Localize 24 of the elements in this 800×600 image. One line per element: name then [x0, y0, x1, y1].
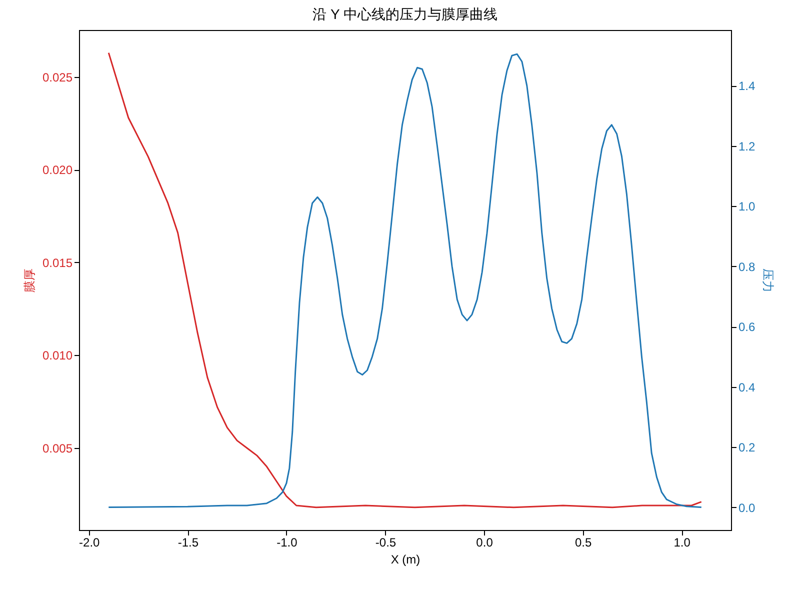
x-tick-label: -0.5: [375, 536, 396, 550]
x-tick-label: 1.0: [674, 536, 691, 550]
y-tick-label: 0.005: [42, 441, 73, 456]
chart-title: 沿 Y 中心线的压力与膜厚曲线: [312, 6, 498, 22]
y2-tick-label: 0.2: [738, 440, 756, 455]
y2-tick-label: 0.4: [738, 380, 756, 394]
y2-tick-label: 0.8: [738, 260, 756, 274]
y-tick-label: 0.015: [42, 256, 73, 270]
x-tick-label: 0.5: [574, 536, 592, 550]
x-tick-label: 0.0: [476, 536, 494, 550]
x-tick-label: -1.0: [276, 536, 298, 550]
y2-tick-label: 1.4: [738, 79, 756, 94]
y-tick-label: 0.025: [42, 70, 73, 84]
x-tick-label: -2.0: [79, 536, 100, 550]
y2-axis-title: 压力: [761, 268, 776, 292]
y2-tick-label: 1.2: [738, 139, 756, 154]
y-axis-title: 膜厚: [22, 268, 36, 292]
x-tick-label: -1.5: [178, 536, 199, 550]
y-tick-label: 0.020: [42, 163, 73, 178]
y2-tick-label: 0.0: [738, 500, 756, 515]
y-tick-label: 0.010: [42, 348, 73, 363]
x-axis-title: X (m): [390, 552, 420, 566]
y2-tick-label: 0.6: [738, 320, 756, 334]
y2-tick-label: 1.0: [738, 200, 756, 214]
